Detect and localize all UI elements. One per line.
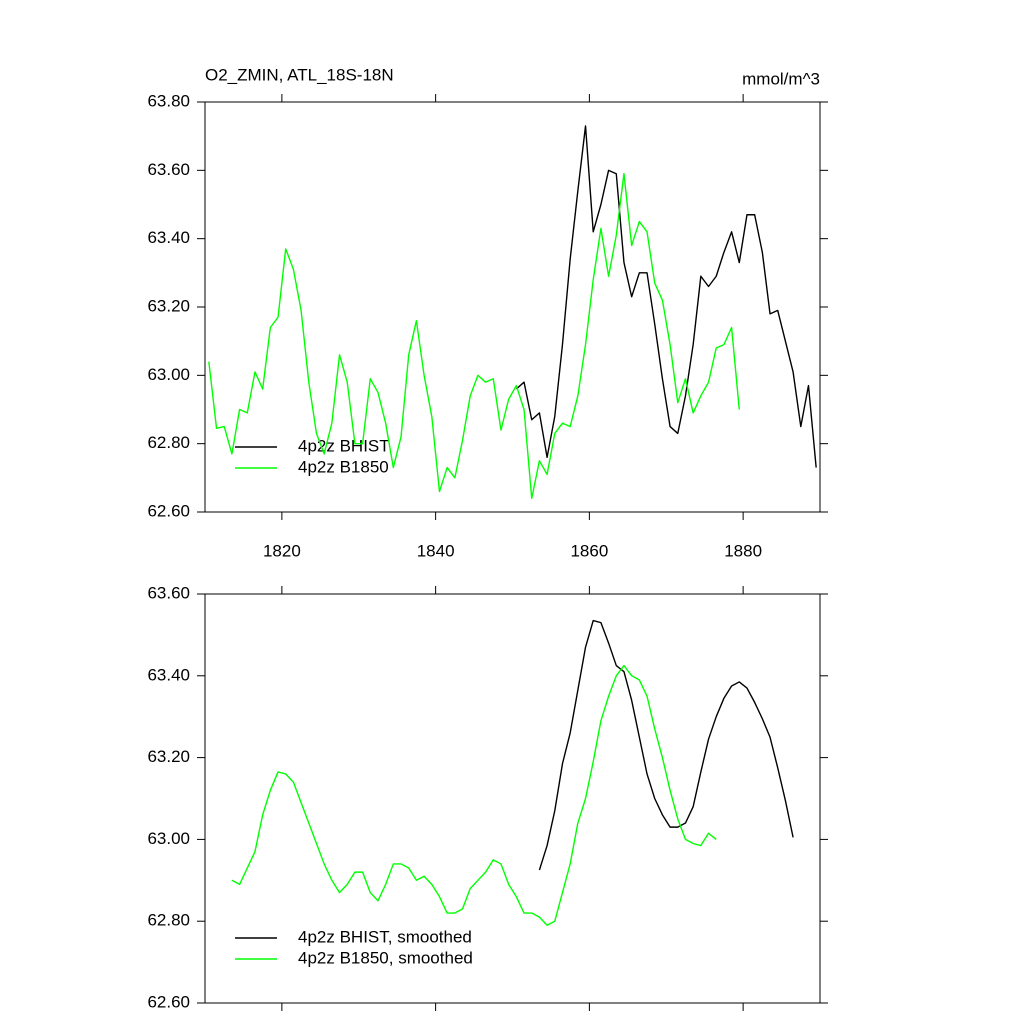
y-tick-label: 62.80 bbox=[147, 911, 190, 930]
units-label: mmol/m^3 bbox=[742, 69, 820, 88]
y-tick-label: 63.40 bbox=[147, 665, 190, 684]
legend-label: 4p2z BHIST bbox=[298, 436, 390, 455]
series-line bbox=[208, 173, 740, 500]
x-tick-label: 1840 bbox=[417, 541, 455, 560]
legend-label: 4p2z BHIST, smoothed bbox=[298, 927, 472, 946]
legend-label: 4p2z B1850 bbox=[298, 457, 389, 476]
x-tick-label: 1860 bbox=[570, 541, 608, 560]
y-tick-label: 63.60 bbox=[147, 160, 190, 179]
y-tick-label: 63.20 bbox=[147, 296, 190, 315]
chart-title: O2_ZMIN, ATL_18S-18N bbox=[205, 65, 394, 84]
y-tick-label: 63.60 bbox=[147, 583, 190, 602]
legend-label: 4p2z B1850, smoothed bbox=[298, 948, 473, 967]
x-tick-label: 1820 bbox=[263, 541, 301, 560]
y-tick-label: 63.40 bbox=[147, 228, 190, 247]
series-line bbox=[515, 125, 817, 468]
y-tick-label: 62.60 bbox=[147, 501, 190, 520]
x-tick-label: 1880 bbox=[724, 541, 762, 560]
y-tick-label: 63.00 bbox=[147, 365, 190, 384]
series-line bbox=[231, 664, 717, 926]
plot-frame bbox=[204, 593, 821, 1004]
y-tick-label: 63.00 bbox=[147, 829, 190, 848]
y-tick-label: 63.80 bbox=[147, 91, 190, 110]
y-tick-label: 62.60 bbox=[147, 992, 190, 1011]
y-tick-label: 62.80 bbox=[147, 433, 190, 452]
y-tick-label: 63.20 bbox=[147, 747, 190, 766]
series-line bbox=[538, 619, 794, 871]
